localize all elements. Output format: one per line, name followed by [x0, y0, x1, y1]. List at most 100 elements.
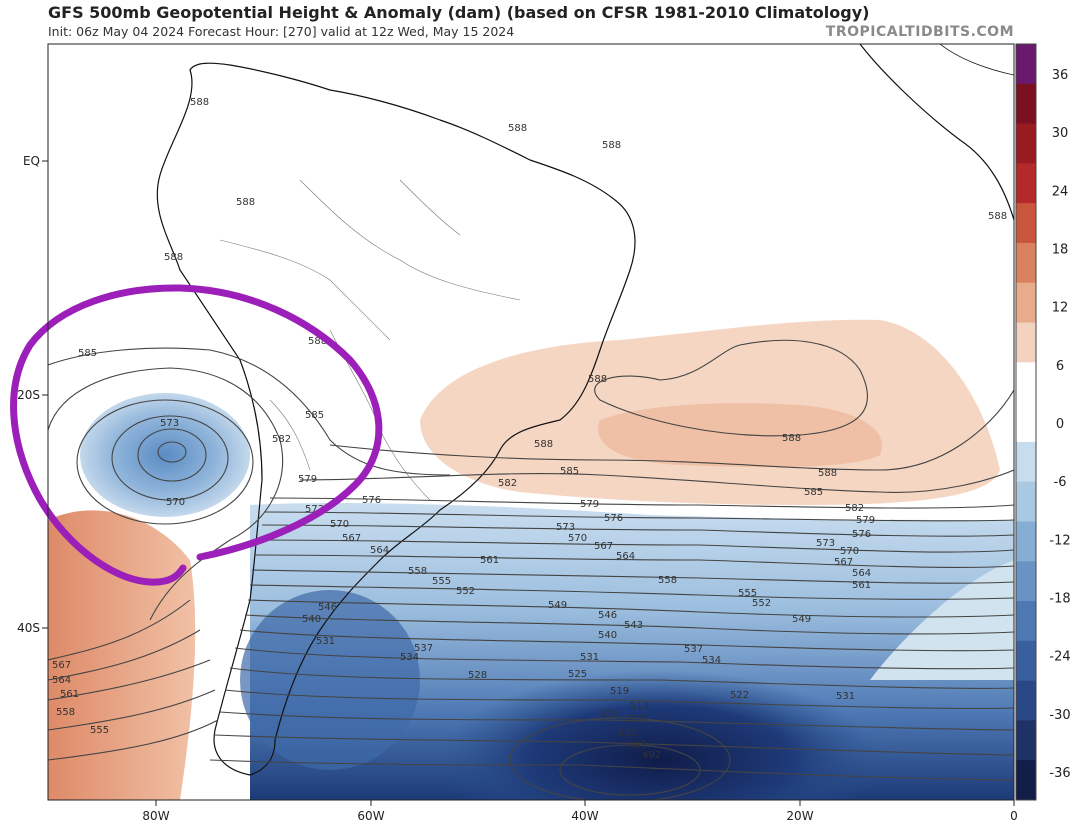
contour-label: 534: [702, 655, 721, 666]
lon-label-80w: 80W: [142, 809, 169, 823]
contour-label: 558: [658, 575, 677, 586]
colorbar-swatch: [1016, 680, 1036, 721]
contour-label: 585: [560, 466, 579, 477]
colorbar-swatch: [1016, 521, 1036, 562]
contour-label: 561: [60, 689, 79, 700]
colorbar-label: 12: [1052, 301, 1069, 316]
colorbar-swatch: [1016, 441, 1036, 483]
contour-label: 522: [730, 690, 749, 701]
map-frame: [47, 43, 1015, 801]
contour-label: 567: [52, 660, 71, 671]
contour-label: 531: [836, 691, 855, 702]
contour-label: 549: [792, 614, 811, 625]
contour-label: 543: [624, 620, 643, 631]
lon-label-20w: 20W: [786, 809, 813, 823]
contour-label: 564: [616, 551, 635, 562]
contour-label: 567: [834, 557, 853, 568]
contour-labels: 585 573 570 582 585 579 576 573 570 567 …: [52, 97, 1007, 761]
colorbar-swatch: [1016, 362, 1036, 403]
colorbar-swatch: [1016, 242, 1036, 284]
colorbar-label: -12: [1049, 533, 1070, 548]
contour-label: 576: [852, 529, 871, 540]
map-subtitle: Init: 06z May 04 2024 Forecast Hour: [27…: [48, 24, 515, 39]
coastlines: [156, 44, 1014, 776]
colorbar-label: -18: [1049, 592, 1070, 607]
contour-label: 549: [548, 600, 567, 611]
contour-label: 519: [610, 686, 629, 697]
contour-label: 558: [408, 566, 427, 577]
contour-label: 564: [52, 675, 71, 686]
contour-label: 555: [738, 588, 757, 599]
contour-label: 531: [580, 652, 599, 663]
contour-label: 579: [580, 499, 599, 510]
contour-label: 588: [602, 140, 621, 151]
colorbar-label: -6: [1054, 475, 1067, 490]
contour-label: 540: [302, 614, 321, 625]
contour-label: 588: [818, 468, 837, 479]
contour-label: 564: [852, 568, 871, 579]
lat-label-eq: EQ: [23, 154, 40, 168]
contour-label: 567: [342, 533, 361, 544]
latitude-axis: EQ 20S 40S: [17, 154, 48, 635]
contour-label: 588: [588, 374, 607, 385]
colorbar-swatch: [1016, 322, 1036, 363]
colorbar-swatch: [1016, 640, 1036, 682]
colorbar-swatch: [1016, 203, 1036, 244]
contour-label: 537: [684, 644, 703, 655]
contour-label: 495: [628, 740, 647, 751]
contour-label: 582: [498, 478, 517, 489]
colorbar-label: 0: [1056, 417, 1064, 432]
contour-label: 546: [598, 610, 617, 621]
colorbar-swatch: [1016, 44, 1036, 85]
contour-label: 507: [626, 714, 645, 725]
annotation-circle: [10, 284, 383, 586]
contour-label: 534: [400, 652, 419, 663]
colorbar-swatch: [1016, 402, 1036, 443]
contour-label: 558: [56, 707, 75, 718]
colorbar-swatch: [1016, 123, 1036, 164]
colorbar: 36 30 24 18 12 6 0 -6 -12 -18 -24 -30 -36: [1015, 43, 1071, 801]
colorbar-swatch: [1016, 601, 1036, 642]
contour-label: 573: [816, 538, 835, 549]
contour-label: 576: [362, 495, 381, 506]
contour-label: 546: [318, 602, 337, 613]
contour-label: 564: [370, 545, 389, 556]
contour-label: 585: [305, 410, 324, 421]
contour-label: 540: [598, 630, 617, 641]
colorbar-swatch: [1016, 163, 1036, 204]
contour-label: 588: [782, 433, 801, 444]
map-title: GFS 500mb Geopotential Height & Anomaly …: [48, 3, 870, 22]
lat-label-20s: 20S: [17, 388, 40, 402]
contour-label: 585: [804, 487, 823, 498]
contour-label: 570: [330, 519, 349, 530]
contour-label: 513: [630, 701, 649, 712]
colorbar-swatch: [1016, 282, 1036, 324]
colorbar-swatch: [1016, 760, 1036, 801]
low-inner-label: 570: [166, 497, 185, 508]
colorbar-label: 24: [1052, 184, 1069, 199]
height-contours: [48, 339, 1014, 800]
contour-label: 588: [190, 97, 209, 108]
colorbar-label: 36: [1052, 68, 1069, 83]
colorbar-label: -30: [1049, 708, 1070, 723]
contour-label: 588: [236, 197, 255, 208]
contour-label: 579: [298, 474, 317, 485]
contour-label: 537: [414, 643, 433, 654]
contour-label: 588: [508, 123, 527, 134]
colorbar-label: -24: [1049, 650, 1070, 665]
contour-label: 582: [272, 434, 291, 445]
lon-label-0: 0: [1010, 809, 1018, 823]
contour-label: 573: [556, 522, 575, 533]
contour-label: 552: [752, 598, 771, 609]
contour-label: 501: [618, 728, 637, 739]
contour-label: 570: [840, 546, 859, 557]
longitude-axis: 80W 60W 40W 20W 0: [142, 800, 1018, 823]
brand-watermark: TROPICALTIDBITS.COM: [825, 24, 1014, 40]
contour-label: 561: [480, 555, 499, 566]
contour-label: 588: [164, 252, 183, 263]
colorbar-label: -36: [1049, 766, 1070, 781]
colorbar-swatch: [1016, 83, 1036, 125]
contour-label: 525: [568, 669, 587, 680]
colorbar-label: 30: [1052, 126, 1069, 141]
